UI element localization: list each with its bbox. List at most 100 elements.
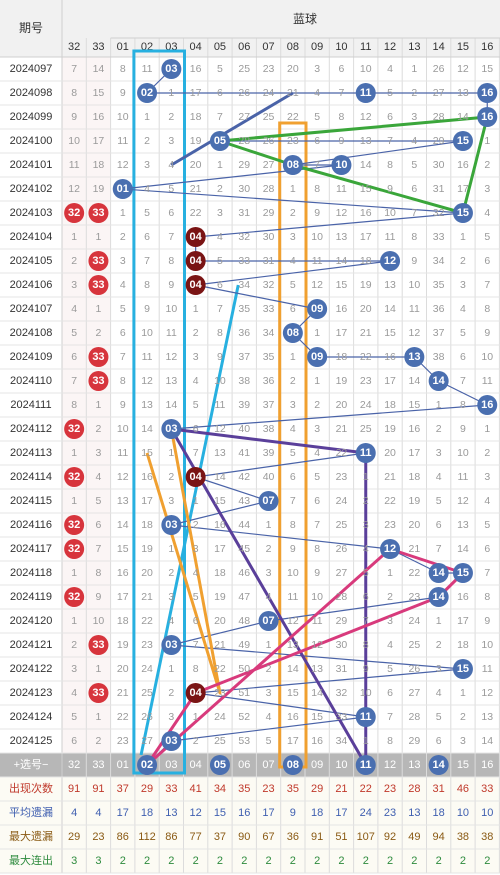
miss-count: 16 bbox=[409, 423, 421, 435]
miss-count: 9 bbox=[460, 423, 466, 435]
ball-marker bbox=[161, 419, 182, 439]
miss-count: 14 bbox=[336, 255, 348, 267]
miss-count: 7 bbox=[71, 63, 77, 75]
miss-count: 40 bbox=[238, 423, 250, 435]
miss-count: 6 bbox=[314, 135, 320, 147]
miss-count: 6 bbox=[436, 735, 442, 747]
period-cell: 2024106 bbox=[10, 279, 53, 291]
ball-marker bbox=[307, 299, 328, 319]
column-header: 33 bbox=[92, 41, 104, 53]
miss-count: 12 bbox=[141, 375, 153, 387]
miss-count: 5 bbox=[436, 495, 442, 507]
miss-count: 3 bbox=[266, 567, 272, 579]
ball-marker bbox=[282, 323, 303, 343]
miss-count: 3 bbox=[314, 423, 320, 435]
miss-count: 5 bbox=[314, 471, 320, 483]
miss-count: 8 bbox=[339, 111, 345, 123]
miss-count: 10 bbox=[481, 639, 493, 651]
ball-marker bbox=[282, 155, 303, 175]
period-cell: 2024098 bbox=[10, 87, 53, 99]
miss-count: 10 bbox=[384, 207, 396, 219]
miss-count: 2 bbox=[363, 495, 369, 507]
ball-number: 03 bbox=[165, 735, 177, 747]
miss-count: 17 bbox=[214, 543, 226, 555]
miss-count: 22 bbox=[117, 711, 129, 723]
column-header: 09 bbox=[311, 41, 323, 53]
miss-count: 6 bbox=[290, 303, 296, 315]
period-cell: 2024103 bbox=[10, 207, 53, 219]
miss-count: 11 bbox=[117, 447, 128, 459]
miss-count: 1 bbox=[266, 639, 272, 651]
period-cell: 2024104 bbox=[10, 231, 53, 243]
miss-count: 3 bbox=[411, 111, 417, 123]
miss-count: 4 bbox=[314, 447, 320, 459]
ball-number: 32 bbox=[68, 423, 80, 435]
miss-count: 10 bbox=[481, 351, 493, 363]
miss-count: 28 bbox=[336, 591, 348, 603]
stat-value: 2 bbox=[217, 855, 223, 867]
miss-count: 34 bbox=[336, 735, 348, 747]
ball-marker bbox=[161, 731, 182, 751]
miss-count: 39 bbox=[263, 447, 275, 459]
ball-number: 15 bbox=[457, 663, 469, 675]
miss-count: 9 bbox=[314, 207, 320, 219]
miss-count: 1 bbox=[460, 231, 466, 243]
miss-count: 6 bbox=[314, 495, 320, 507]
miss-count: 2 bbox=[484, 159, 490, 171]
ball-number: 04 bbox=[190, 471, 203, 483]
ball-number: 14 bbox=[433, 375, 446, 387]
miss-count: 6 bbox=[484, 543, 490, 555]
miss-count: 25 bbox=[360, 423, 372, 435]
miss-count: 37 bbox=[433, 327, 445, 339]
ball-number: 05 bbox=[214, 759, 226, 771]
miss-count: 6 bbox=[387, 687, 393, 699]
miss-count: 1 bbox=[168, 447, 174, 459]
miss-count: 5 bbox=[290, 447, 296, 459]
miss-count: 8 bbox=[71, 399, 77, 411]
miss-count: 8 bbox=[193, 663, 199, 675]
miss-count: 10 bbox=[311, 231, 323, 243]
ball-marker bbox=[282, 755, 303, 775]
miss-count: 20 bbox=[141, 567, 153, 579]
trend-line-purple bbox=[170, 427, 368, 767]
miss-count: 3 bbox=[193, 543, 199, 555]
miss-count: 7 bbox=[460, 375, 466, 387]
miss-count: 19 bbox=[336, 375, 348, 387]
miss-count: 3 bbox=[193, 351, 199, 363]
miss-count: 11 bbox=[312, 615, 323, 627]
miss-count: 4 bbox=[411, 135, 417, 147]
miss-count: 18 bbox=[214, 567, 226, 579]
miss-count: 14 bbox=[214, 471, 226, 483]
miss-count: 8 bbox=[363, 639, 369, 651]
miss-count: 1 bbox=[314, 375, 320, 387]
miss-count: 18 bbox=[141, 519, 153, 531]
select-number: 16 bbox=[481, 759, 493, 771]
miss-count: 10 bbox=[214, 375, 226, 387]
miss-count: 4 bbox=[193, 567, 199, 579]
miss-count: 1 bbox=[363, 471, 369, 483]
miss-count: 28 bbox=[238, 135, 250, 147]
miss-count: 14 bbox=[166, 399, 178, 411]
miss-count: 6 bbox=[217, 87, 223, 99]
miss-count: 21 bbox=[287, 87, 299, 99]
ball-number: 33 bbox=[92, 375, 104, 387]
miss-count: 11 bbox=[166, 327, 177, 339]
miss-count: 1 bbox=[217, 159, 223, 171]
stat-value: 2 bbox=[363, 855, 369, 867]
miss-count: 17 bbox=[360, 231, 372, 243]
miss-count: 8 bbox=[71, 87, 77, 99]
miss-count: 17 bbox=[141, 495, 153, 507]
miss-count: 4 bbox=[71, 303, 77, 315]
miss-count: 2 bbox=[193, 327, 199, 339]
ball-number: 33 bbox=[92, 255, 104, 267]
miss-count: 23 bbox=[360, 375, 372, 387]
stat-value: 2 bbox=[484, 855, 490, 867]
miss-count: 1 bbox=[71, 615, 77, 627]
miss-count: 3 bbox=[168, 591, 174, 603]
miss-count: 10 bbox=[166, 303, 178, 315]
ball-number: 07 bbox=[262, 495, 274, 507]
miss-count: 15 bbox=[481, 63, 493, 75]
miss-count: 23 bbox=[214, 687, 226, 699]
miss-count: 4 bbox=[363, 543, 369, 555]
ball-number: 04 bbox=[190, 279, 203, 291]
